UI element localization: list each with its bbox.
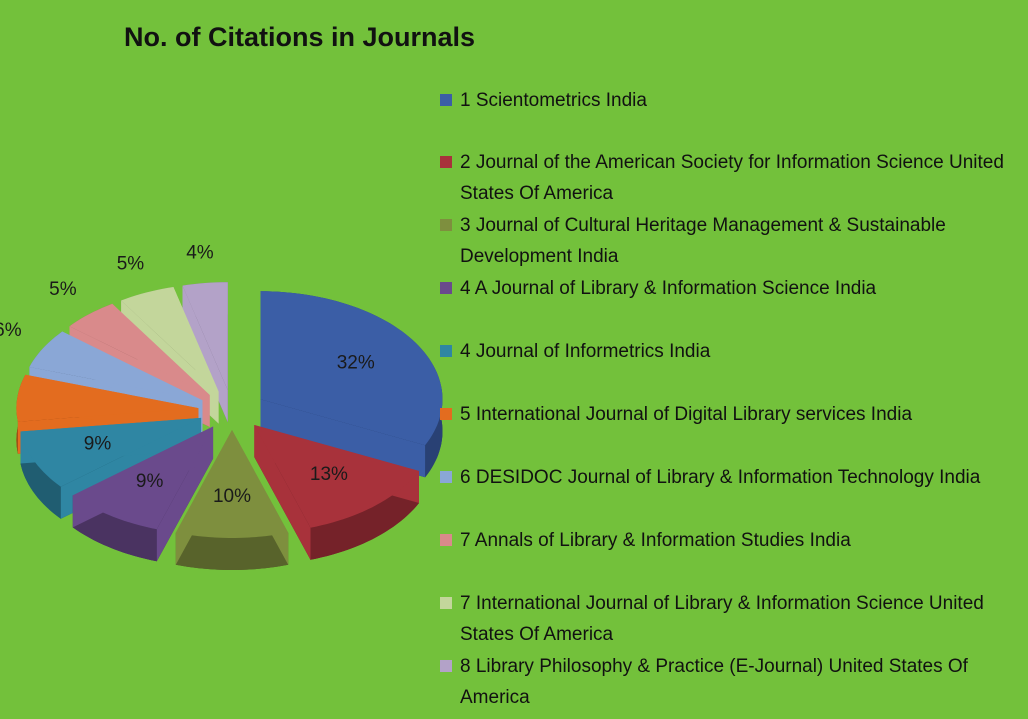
legend-label: 3 Journal of Cultural Heritage Managemen… bbox=[460, 215, 946, 267]
legend-swatch bbox=[440, 282, 452, 294]
slice bbox=[69, 303, 210, 395]
legend-label: 1 Scientometrics India bbox=[460, 90, 647, 111]
data-label: 9% bbox=[136, 471, 164, 492]
legend-swatch bbox=[440, 597, 452, 609]
legend-label: 4 A Journal of Library & Information Sci… bbox=[460, 278, 877, 299]
slice-side bbox=[310, 471, 419, 560]
legend-swatch bbox=[440, 219, 452, 231]
legend-item: 2 Journal of the American Society for In… bbox=[440, 147, 1028, 209]
legend-item: 3 Journal of Cultural Heritage Managemen… bbox=[440, 210, 1028, 272]
legend-swatch bbox=[440, 408, 452, 420]
slice bbox=[175, 430, 289, 538]
legend-item: 4 A Journal of Library & Information Sci… bbox=[440, 273, 1028, 304]
legend-item: 8 Library Philosophy & Practice (E-Journ… bbox=[440, 651, 1028, 713]
legend-label: 2 Journal of the American Society for In… bbox=[460, 152, 1004, 204]
legend-item: 5 International Journal of Digital Libra… bbox=[440, 399, 1028, 430]
slice bbox=[182, 282, 228, 391]
legend-swatch bbox=[440, 471, 452, 483]
data-label: 4% bbox=[186, 242, 214, 263]
legend-swatch bbox=[440, 156, 452, 168]
slice bbox=[29, 331, 203, 401]
slice bbox=[20, 417, 202, 487]
chart-title: No. of Citations in Journals bbox=[124, 22, 476, 52]
slice bbox=[121, 287, 219, 392]
slice-side bbox=[20, 431, 61, 519]
legend-swatch bbox=[440, 94, 452, 106]
legend-label: 6 DESIDOC Journal of Library & Informati… bbox=[460, 467, 981, 488]
legend-label: 7 International Journal of Library & Inf… bbox=[460, 593, 984, 645]
slice bbox=[254, 425, 419, 560]
slice-edge bbox=[260, 399, 426, 478]
legend-label: 8 Library Philosophy & Practice (E-Journ… bbox=[460, 656, 968, 708]
legend-item: 4 Journal of Informetrics India bbox=[440, 336, 1028, 367]
slice-edge bbox=[254, 425, 311, 560]
slice-side-shade bbox=[175, 532, 289, 570]
legend-swatch bbox=[440, 660, 452, 672]
legend-label: 4 Journal of Informetrics India bbox=[460, 341, 711, 362]
data-label: 9% bbox=[84, 434, 112, 455]
legend-item: 6 DESIDOC Journal of Library & Informati… bbox=[440, 462, 1028, 493]
legend-item: 7 International Journal of Library & Inf… bbox=[440, 588, 1028, 650]
legend-swatch bbox=[440, 345, 452, 357]
slice bbox=[260, 291, 443, 446]
slice bbox=[16, 374, 199, 422]
legend-label: 5 International Journal of Digital Libra… bbox=[460, 404, 913, 425]
slice-side-shade bbox=[20, 431, 61, 519]
slice bbox=[254, 425, 419, 528]
slice-side bbox=[175, 532, 289, 570]
legend-item: 1 Scientometrics India bbox=[440, 85, 1028, 116]
legend-item: 7 Annals of Library & Information Studie… bbox=[440, 525, 1028, 556]
data-label: 13% bbox=[310, 464, 348, 485]
data-label: 10% bbox=[213, 486, 251, 507]
slice bbox=[72, 426, 214, 562]
legend-label: 7 Annals of Library & Information Studie… bbox=[460, 530, 851, 551]
data-label: 5% bbox=[49, 279, 77, 300]
slice-side-shade bbox=[310, 471, 419, 560]
legend-swatch bbox=[440, 534, 452, 546]
data-label: 6% bbox=[0, 320, 22, 341]
data-label: 32% bbox=[337, 352, 375, 373]
slice bbox=[175, 430, 289, 570]
slice bbox=[260, 291, 443, 478]
slice bbox=[72, 426, 214, 530]
data-label: 5% bbox=[117, 254, 145, 275]
